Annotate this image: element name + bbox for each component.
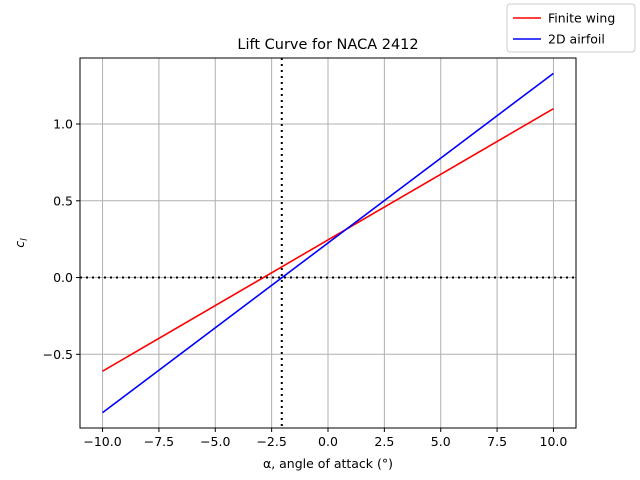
x-tick-label: −2.5 bbox=[256, 434, 286, 449]
tick-layer: −10.0 −7.5 −5.0 −2.5 0.0 2.5 5.0 7.5 10.0 −0.5 0.0… bbox=[43, 117, 568, 449]
series-line-2d-airfoil bbox=[102, 72, 554, 414]
legend-label: Finite wing bbox=[548, 11, 615, 26]
x-tick-label: 2.5 bbox=[374, 434, 394, 449]
x-tick-label: −7.5 bbox=[144, 434, 174, 449]
x-tick-label: −10.0 bbox=[83, 434, 121, 449]
chart-title: Lift Curve for NACA 2412 bbox=[237, 37, 418, 53]
series-layer bbox=[102, 72, 554, 414]
y-tick-label: 0.5 bbox=[53, 193, 73, 208]
y-tick-label: 1.0 bbox=[53, 117, 73, 132]
reference-lines bbox=[80, 58, 576, 428]
y-tick-label: −0.5 bbox=[43, 347, 73, 362]
y-axis-label: cl bbox=[12, 238, 30, 248]
legend-label: 2D airfoil bbox=[548, 32, 605, 47]
x-tick-label: 7.5 bbox=[487, 434, 507, 449]
legend-box bbox=[506, 3, 636, 53]
x-tick-label: 0.0 bbox=[318, 434, 338, 449]
x-tick-label: −5.0 bbox=[200, 434, 230, 449]
legend: Finite wing 2D airfoil bbox=[506, 3, 636, 53]
y-tick-label: 0.0 bbox=[53, 270, 73, 285]
x-axis-label: α, angle of attack (°) bbox=[263, 456, 393, 471]
x-tick-label: 5.0 bbox=[431, 434, 451, 449]
series-line-finite-wing bbox=[102, 107, 554, 372]
x-tick-label: 10.0 bbox=[540, 434, 568, 449]
